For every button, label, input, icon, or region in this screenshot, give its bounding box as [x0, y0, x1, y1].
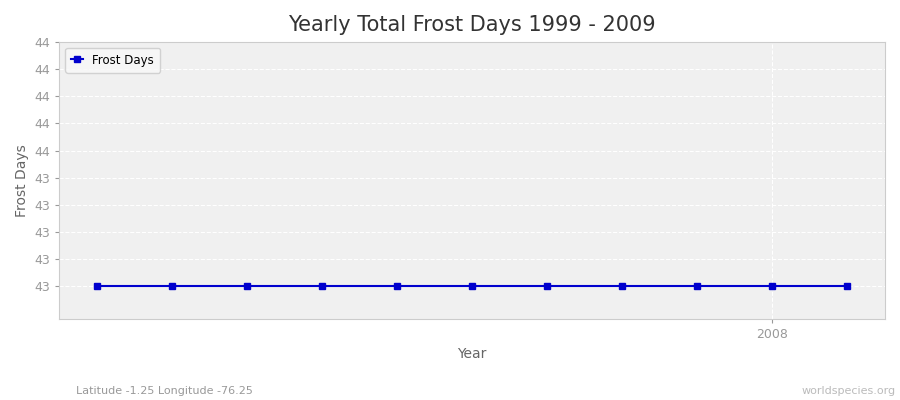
Frost Days	[842, 284, 853, 288]
Frost Days	[166, 284, 177, 288]
Title: Yearly Total Frost Days 1999 - 2009: Yearly Total Frost Days 1999 - 2009	[288, 15, 656, 35]
Legend: Frost Days: Frost Days	[65, 48, 160, 73]
Y-axis label: Frost Days: Frost Days	[15, 144, 29, 217]
Frost Days	[92, 284, 103, 288]
Frost Days	[692, 284, 703, 288]
Frost Days	[542, 284, 553, 288]
Text: Latitude -1.25 Longitude -76.25: Latitude -1.25 Longitude -76.25	[76, 386, 254, 396]
Frost Days	[467, 284, 478, 288]
Frost Days	[616, 284, 627, 288]
Text: worldspecies.org: worldspecies.org	[801, 386, 896, 396]
Frost Days	[241, 284, 252, 288]
X-axis label: Year: Year	[457, 347, 487, 361]
Frost Days	[392, 284, 402, 288]
Frost Days	[317, 284, 328, 288]
Frost Days	[767, 284, 778, 288]
Line: Frost Days: Frost Days	[94, 283, 850, 289]
